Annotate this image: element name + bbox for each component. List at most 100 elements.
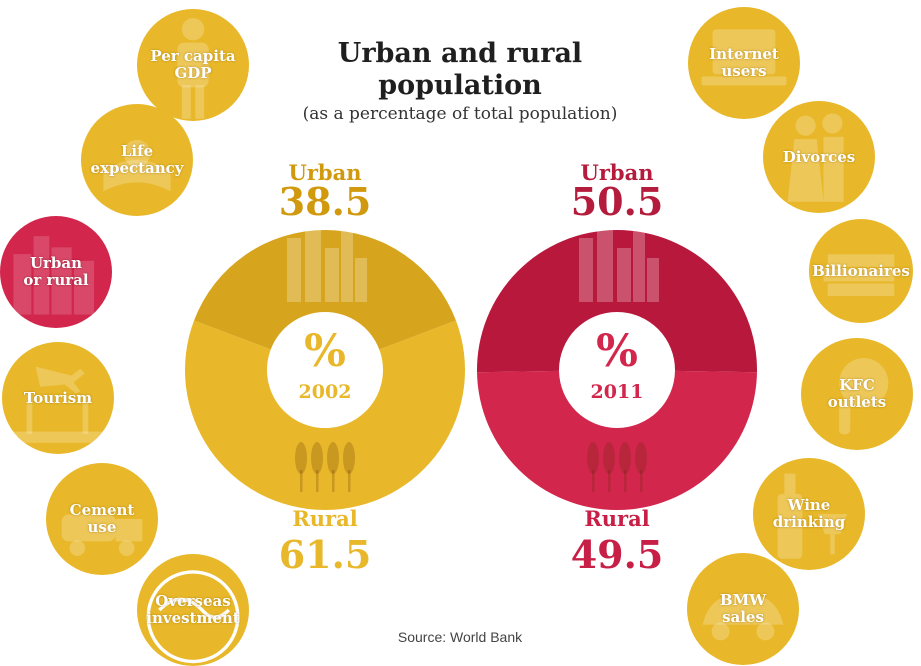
urban-category-label: Urban <box>289 160 362 185</box>
wheat-icon <box>603 442 615 474</box>
wine-bottle-icon <box>777 473 848 559</box>
center-year-label: 2002 <box>299 381 352 403</box>
center-year-label: 2011 <box>591 381 644 403</box>
nav-right-bmw-sales[interactable]: BMW sales <box>687 553 799 665</box>
nav-label-line: Tourism <box>23 388 93 407</box>
nav-label: Life expectancy <box>90 143 183 177</box>
nav-right-kfc-outlets[interactable]: KFC outlets <box>801 338 913 450</box>
nav-label: Per capita GDP <box>150 48 235 82</box>
nav-label-line: use <box>87 518 117 536</box>
nav-left-life-expectancy[interactable]: Life expectancy <box>81 104 193 216</box>
nav-label-line: Per capita <box>150 47 236 65</box>
nav-left-tourism[interactable]: Tourism <box>2 342 114 454</box>
nav-left-per-capita-gdp[interactable]: Per capita GDP <box>137 9 249 121</box>
nav-right-internet-users[interactable]: Internet users <box>688 7 800 119</box>
wheat-stem-icon <box>640 470 643 492</box>
nav-label-line: Overseas <box>155 592 231 610</box>
baby-icon <box>103 139 171 192</box>
wheat-stem-icon <box>348 470 351 492</box>
nav-label-line: drinking <box>772 513 846 531</box>
nav-label-line: or rural <box>23 271 89 289</box>
nav-label-line: Internet <box>709 45 779 63</box>
chart-title-line-2: population <box>378 70 542 101</box>
rural-value-label: 61.5 <box>279 532 372 577</box>
center-percent-symbol: % <box>304 326 346 377</box>
nav-label: Urban or rural <box>23 255 88 289</box>
skyline-building-icon <box>597 220 613 302</box>
urban-value-label: 38.5 <box>279 179 372 224</box>
rural-value-label: 49.5 <box>571 532 664 577</box>
urban-value-label: 50.5 <box>571 179 664 224</box>
wheat-stem-icon <box>624 470 627 492</box>
nav-label-line: Divorces <box>782 147 856 166</box>
urban-category-label: Urban <box>581 160 654 185</box>
nav-left-cement-use[interactable]: Cement use <box>46 463 158 575</box>
nav-label-line: GDP <box>174 64 212 82</box>
nav-label-line: investment <box>146 609 240 627</box>
source-note: Source: World Bank <box>397 629 523 645</box>
wheat-stem-icon <box>300 470 303 492</box>
nav-label-line: Life <box>120 142 154 160</box>
skyline-building-icon <box>647 258 659 302</box>
wheat-stem-icon <box>332 470 335 492</box>
nav-label-line: Wine <box>787 496 831 514</box>
nav-label-line: Billionaires <box>812 261 910 280</box>
nav-label: Overseas investment <box>146 593 240 627</box>
wheat-icon <box>619 442 631 474</box>
skyline-building-icon <box>617 248 631 302</box>
nav-label-line: Urban <box>29 254 83 272</box>
skyline-building-icon <box>325 248 339 302</box>
nav-left-urban-or-rural[interactable]: Urban or rural <box>0 216 112 328</box>
nav-label-line: users <box>721 62 767 80</box>
wheat-icon <box>295 442 307 474</box>
chart-title-line-1: Urban and rural <box>337 38 583 69</box>
skyline-building-icon <box>341 230 353 302</box>
nav-label: Internet users <box>709 46 779 80</box>
nav-right-billionaires[interactable]: Billionaires <box>809 219 913 323</box>
rural-category-label: Rural <box>584 506 649 531</box>
nav-label: Tourism <box>23 388 93 407</box>
wheat-icon <box>327 442 339 474</box>
nav-label: Billionaires <box>812 261 910 280</box>
nav-label: KFC outlets <box>828 377 886 411</box>
city-icon <box>13 236 95 315</box>
wheat-icon <box>635 442 647 474</box>
nav-label: BMW sales <box>720 592 766 626</box>
skyline-building-icon <box>355 258 367 302</box>
nav-label-line: KFC <box>839 376 875 394</box>
nav-right-wine-drinking[interactable]: Wine drinking <box>753 458 865 570</box>
donut-slice-rural <box>185 320 465 510</box>
skyline-building-icon <box>305 220 321 302</box>
center-percent-symbol: % <box>596 326 638 377</box>
wheat-icon <box>587 442 599 474</box>
donut-slice-rural <box>477 370 757 511</box>
wheat-icon <box>343 442 355 474</box>
palm-plane-icon <box>13 366 103 443</box>
couple-icon <box>787 113 844 202</box>
laptop-icon <box>701 29 787 86</box>
nav-label-line: Cement <box>69 501 135 519</box>
wheat-stem-icon <box>316 470 319 492</box>
nav-label: Divorces <box>782 147 856 166</box>
donut-slice-urban <box>477 230 757 373</box>
donut-slice-urban <box>194 229 456 350</box>
money-stack-icon <box>823 254 895 296</box>
chart-title: Urban and rural population <box>280 38 640 102</box>
nav-right-divorces[interactable]: Divorces <box>763 101 875 213</box>
nav-label-line: outlets <box>827 393 887 411</box>
skyline-building-icon <box>633 230 645 302</box>
nav-left-overseas-investment[interactable]: Overseas investment <box>137 554 249 666</box>
nav-label: Cement use <box>70 502 135 536</box>
chicken-icon <box>839 358 889 435</box>
nav-label-line: BMW <box>719 591 767 609</box>
cement-truck-icon <box>61 514 143 556</box>
skyline-building-icon <box>579 238 593 302</box>
car-icon <box>702 593 784 641</box>
wheat-stem-icon <box>592 470 595 492</box>
nav-label: Wine drinking <box>773 497 845 531</box>
skyline-building-icon <box>287 238 301 302</box>
rural-category-label: Rural <box>292 506 357 531</box>
wheat-icon <box>311 442 323 474</box>
nav-label-line: sales <box>722 608 764 626</box>
